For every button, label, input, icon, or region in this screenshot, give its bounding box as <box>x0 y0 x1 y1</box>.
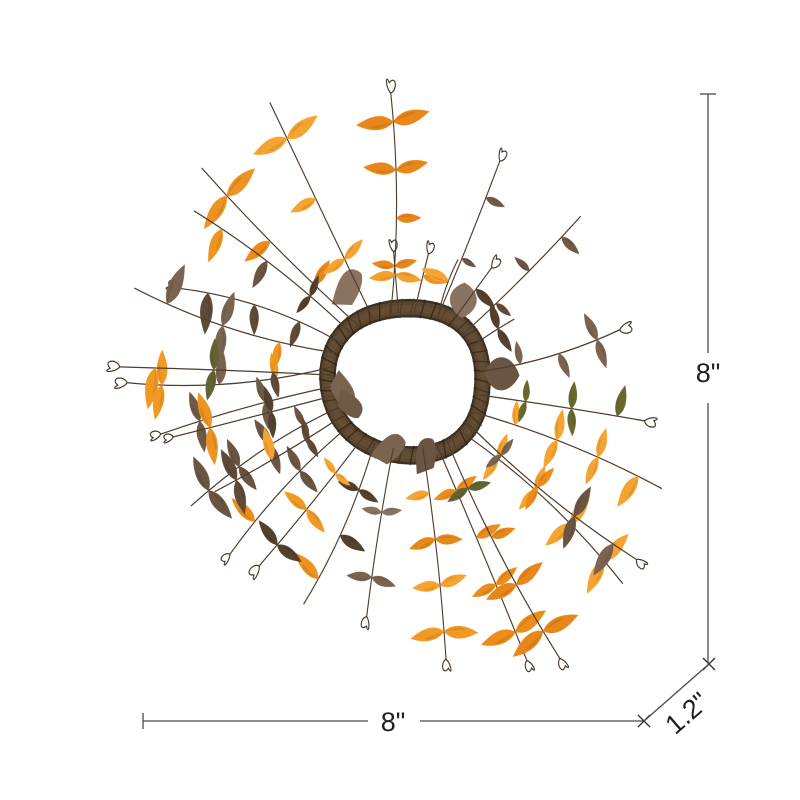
svg-text:8": 8" <box>381 707 406 737</box>
svg-text:8": 8" <box>696 358 721 388</box>
